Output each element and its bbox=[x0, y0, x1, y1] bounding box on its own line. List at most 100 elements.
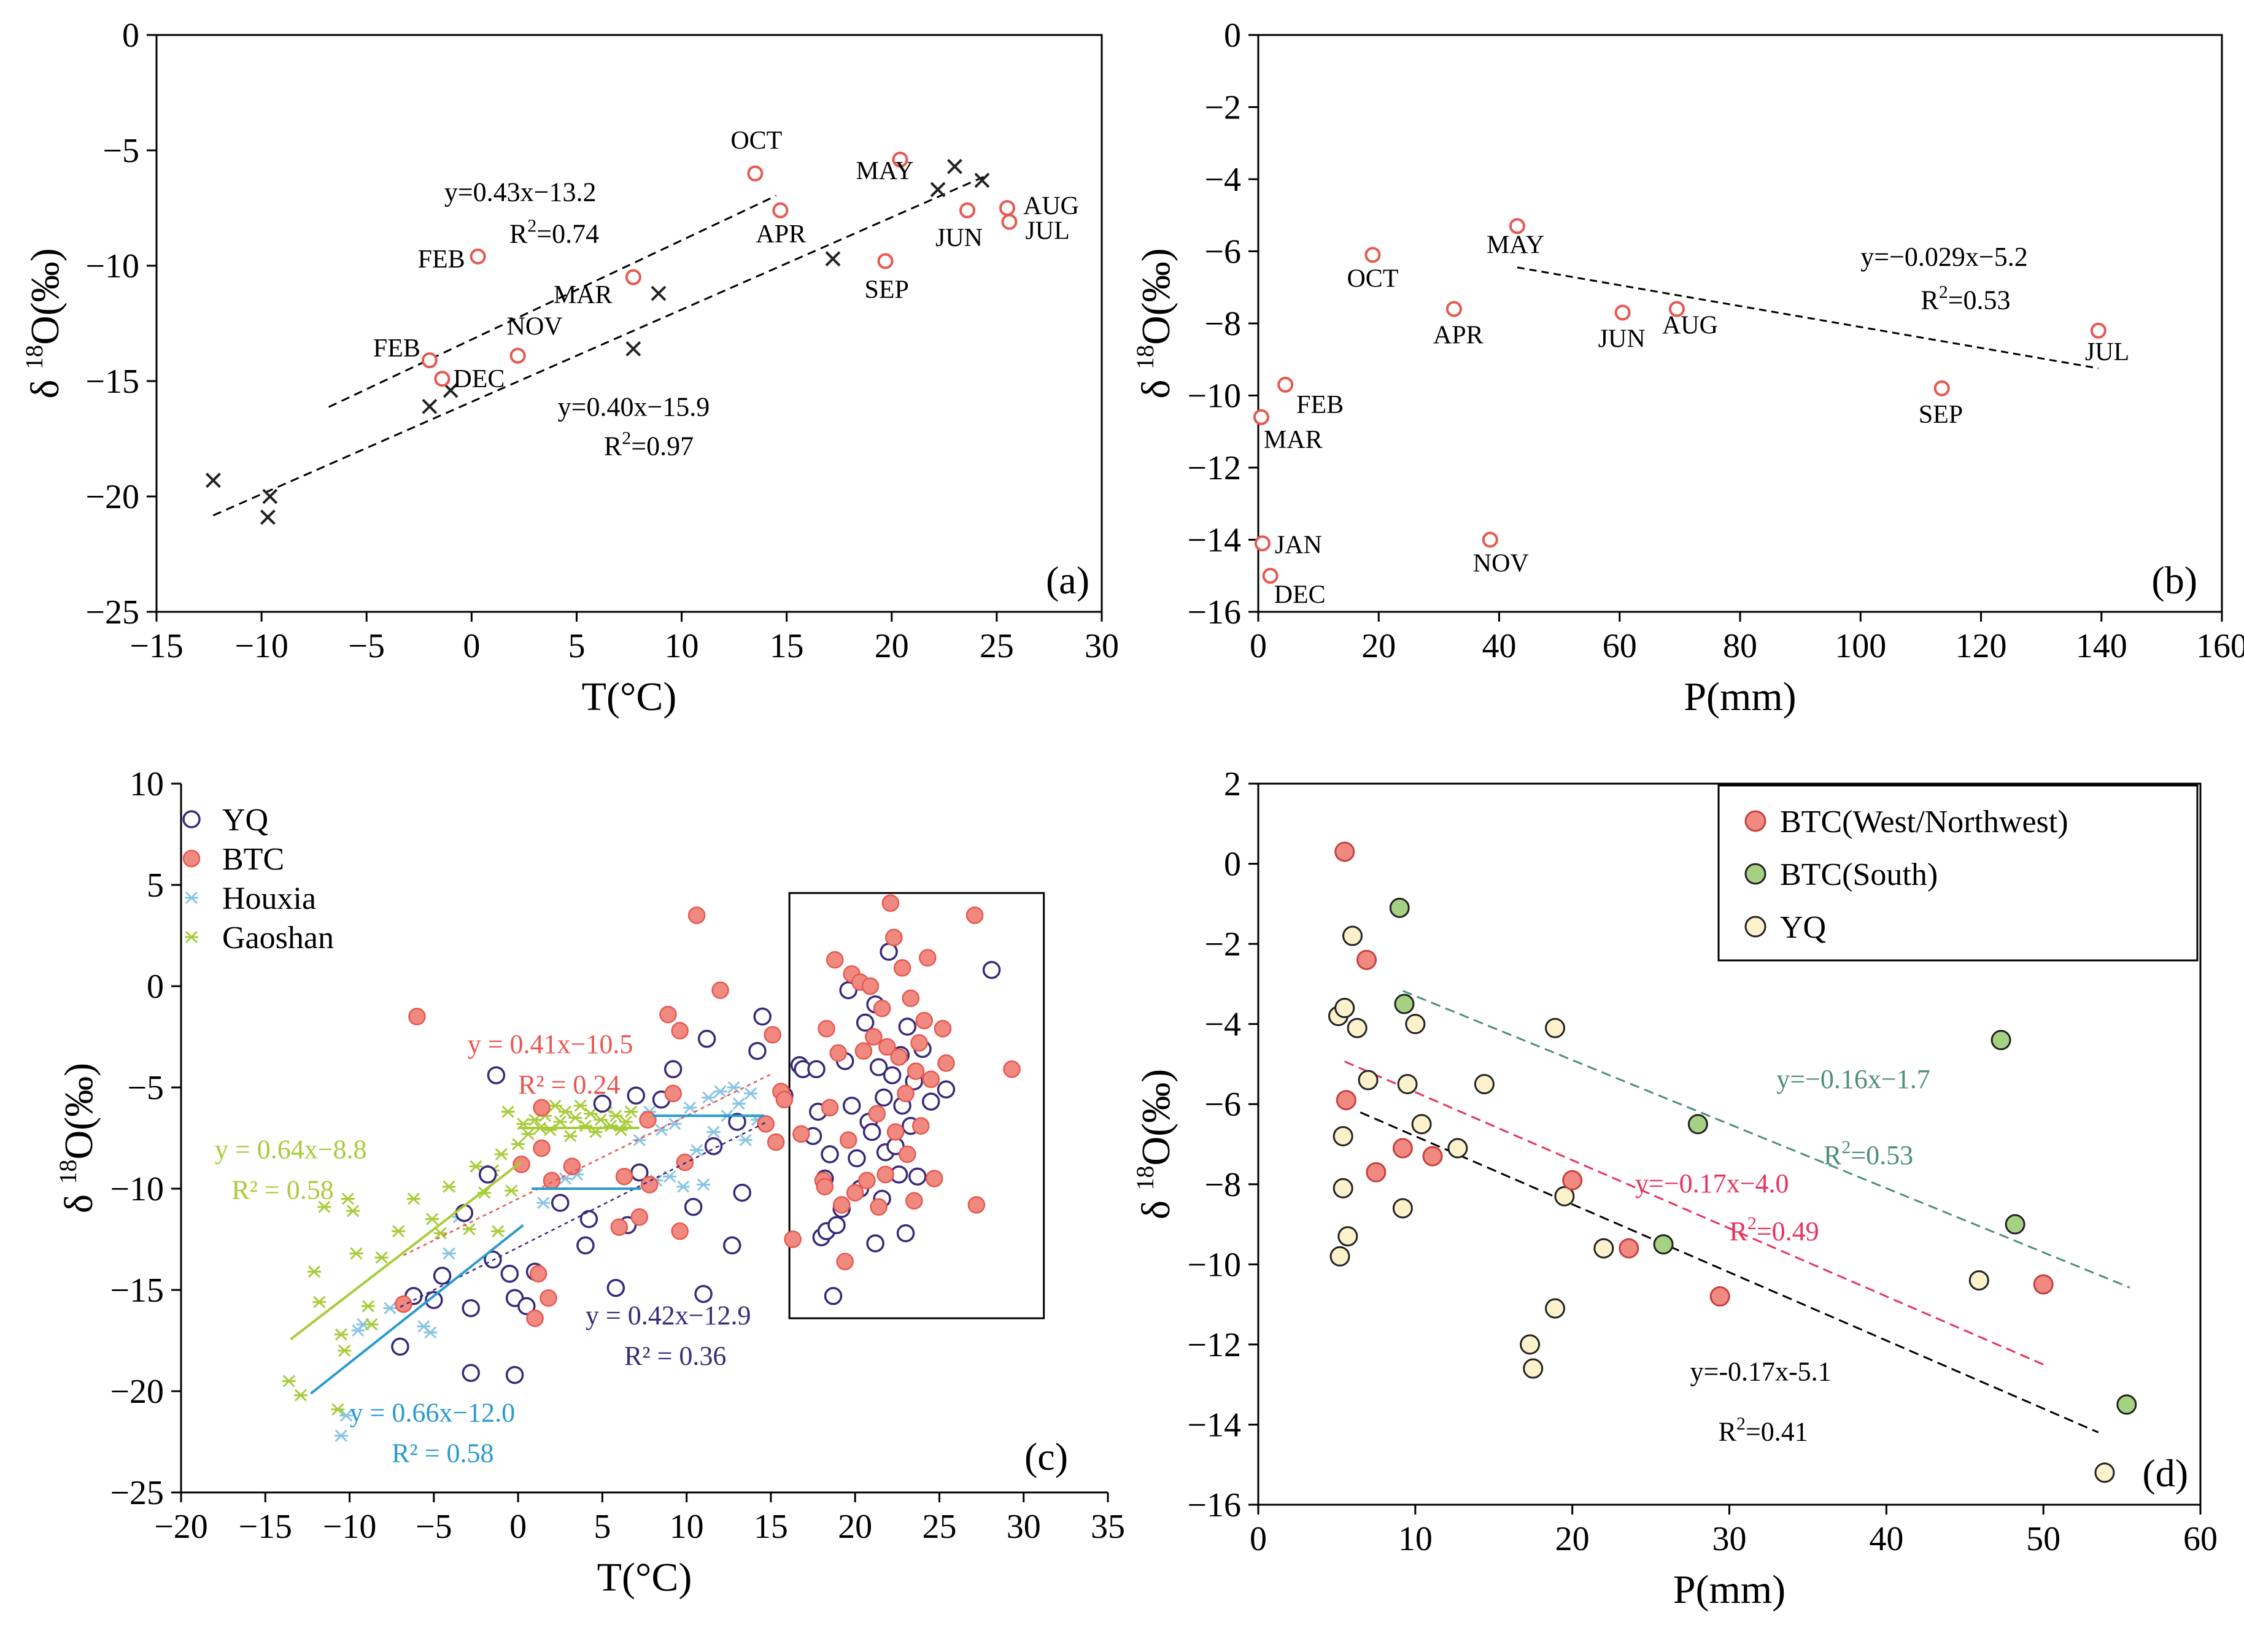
regression-line bbox=[1402, 990, 2130, 1289]
yq-point bbox=[1968, 1270, 1989, 1291]
x-tick-label: 0 bbox=[1250, 1520, 1267, 1558]
btc-point bbox=[965, 906, 984, 924]
month-label: APR bbox=[1433, 322, 1484, 350]
y-tick-label: −14 bbox=[1187, 1406, 1241, 1444]
regression-line bbox=[1344, 1060, 2044, 1365]
y-tick-label: 0 bbox=[147, 968, 164, 1006]
legend-marker-btc bbox=[182, 849, 201, 868]
month-label: NOV bbox=[1473, 550, 1529, 578]
houxia-point bbox=[351, 1324, 365, 1337]
btc-west-point bbox=[1619, 1238, 1639, 1259]
gaoshan-point bbox=[594, 1113, 608, 1126]
month-point bbox=[959, 202, 975, 218]
btc-point bbox=[540, 1289, 557, 1307]
x-tick-label: 30 bbox=[1085, 627, 1119, 665]
x-tick-label: 40 bbox=[1482, 627, 1517, 665]
x-tick-label: 30 bbox=[1712, 1520, 1747, 1558]
gaoshan-point bbox=[501, 1105, 515, 1118]
y-tick-label: −8 bbox=[1204, 1166, 1241, 1204]
x-tick-label: −15 bbox=[238, 1508, 292, 1546]
cross-stroke bbox=[205, 473, 221, 488]
yq-point bbox=[1397, 1074, 1418, 1095]
gaoshan-point bbox=[548, 1099, 562, 1112]
btc-point bbox=[890, 1048, 908, 1066]
y-tick-label: −15 bbox=[110, 1272, 164, 1310]
gaoshan-point bbox=[346, 1205, 360, 1218]
yq-point bbox=[1337, 1226, 1358, 1247]
btc-point bbox=[905, 1192, 923, 1210]
y-tick-label: −6 bbox=[1204, 233, 1241, 271]
plot-frame bbox=[1257, 34, 2223, 613]
x-tick-label: 5 bbox=[568, 627, 585, 665]
btc-point bbox=[639, 1111, 657, 1129]
x-tick-label: 120 bbox=[1956, 627, 2007, 665]
panel-label: (a) bbox=[1046, 558, 1089, 602]
gaoshan-point bbox=[365, 1318, 379, 1331]
y-tick-label: −10 bbox=[1187, 1246, 1241, 1284]
month-label: JAN bbox=[1275, 531, 1322, 559]
month-point bbox=[1445, 301, 1462, 317]
cross-stroke bbox=[930, 182, 946, 198]
cross-stroke bbox=[262, 488, 278, 504]
yq-point bbox=[1545, 1298, 1566, 1319]
y-axis-title: δ 18O(‰) bbox=[20, 248, 68, 398]
yq-point bbox=[824, 1287, 843, 1305]
y-tick-label: −10 bbox=[110, 1170, 164, 1208]
btc-west-point bbox=[1392, 1138, 1413, 1159]
cross-point bbox=[260, 509, 276, 525]
x-axis-title: P(mm) bbox=[1684, 674, 1796, 719]
yq-point bbox=[1329, 1246, 1350, 1267]
y-tick-label: −20 bbox=[110, 1373, 164, 1411]
btc-point bbox=[784, 1230, 802, 1248]
y-tick-label: 0 bbox=[1224, 17, 1241, 55]
legend-label: YQ bbox=[222, 803, 268, 838]
yq-point bbox=[875, 1088, 893, 1107]
houxia-point bbox=[713, 1085, 727, 1098]
x-tick-label: 20 bbox=[1555, 1520, 1590, 1558]
gaoshan-point bbox=[558, 1105, 572, 1118]
regression-equation: y=0.43x−13.2 bbox=[444, 177, 597, 207]
month-label: NOV bbox=[507, 313, 563, 341]
x-tick-label: 80 bbox=[1723, 627, 1757, 665]
x-tick-label: 25 bbox=[980, 627, 1014, 665]
regression-equation: y = 0.64x−8.8 bbox=[215, 1135, 367, 1165]
r-squared: R2=0.53 bbox=[1921, 282, 2010, 315]
x-tick-label: 15 bbox=[754, 1508, 788, 1546]
r-squared: R2=0.97 bbox=[604, 428, 694, 461]
panel-label: (d) bbox=[2142, 1451, 2188, 1495]
yq-point bbox=[606, 1278, 625, 1297]
gaoshan-point bbox=[374, 1251, 389, 1264]
cross-stroke bbox=[825, 251, 841, 267]
btc-point bbox=[832, 1196, 851, 1214]
btc-point bbox=[757, 1115, 775, 1133]
gaoshan-point bbox=[469, 1160, 483, 1173]
houxia-point bbox=[536, 1197, 551, 1210]
gaoshan-point bbox=[568, 1111, 582, 1124]
btc-point bbox=[764, 1025, 781, 1044]
btc-west-point bbox=[1366, 1162, 1387, 1183]
cross-point bbox=[422, 398, 438, 414]
x-tick-label: 0 bbox=[1250, 627, 1267, 665]
x-tick-label: 30 bbox=[1007, 1508, 1041, 1546]
month-point bbox=[877, 253, 894, 269]
btc-point bbox=[563, 1157, 581, 1175]
panel-a: −15 −10 −5 0 5 10 15 20 25 30 0 −5 −10 −15 −20 −25 T(°C)… bbox=[20, 17, 1119, 719]
btc-west-point bbox=[1336, 1090, 1356, 1111]
gaoshan-point bbox=[494, 1148, 508, 1160]
month-point bbox=[1482, 531, 1498, 548]
yq-point bbox=[1334, 998, 1355, 1019]
yq-point bbox=[748, 1041, 767, 1060]
yq-point bbox=[697, 1030, 716, 1048]
btc-west-point bbox=[1356, 949, 1377, 970]
btc-point bbox=[630, 1208, 649, 1226]
x-tick-label: 10 bbox=[1398, 1520, 1433, 1558]
y-tick-label: 10 bbox=[130, 765, 164, 803]
cross-point bbox=[947, 158, 962, 174]
panel-label: (c) bbox=[1024, 1435, 1068, 1478]
btc-point bbox=[910, 1034, 928, 1052]
gaoshan-point bbox=[442, 1180, 456, 1193]
regression-line bbox=[1360, 1111, 2099, 1434]
gaoshan-point bbox=[584, 1107, 598, 1120]
y-axis-title: δ 18O(‰) bbox=[1131, 248, 1178, 398]
x-tick-label: 10 bbox=[665, 627, 699, 665]
